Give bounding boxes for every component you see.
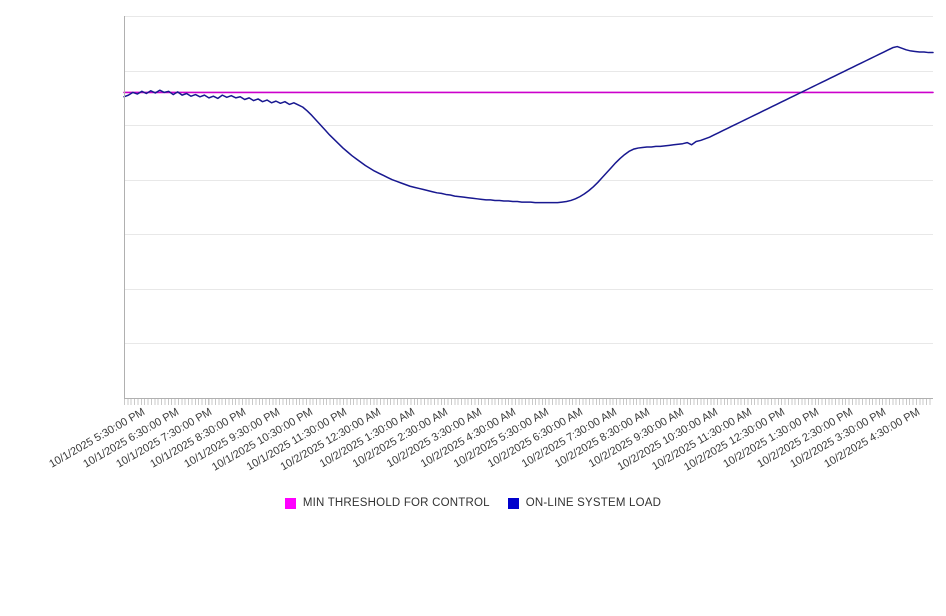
- x-tick-label: 10/1/2025 11:30:00 PM: [244, 406, 350, 474]
- x-tick-label: 10/1/2025 8:30:00 PM: [148, 406, 248, 471]
- chart-legend: MIN THRESHOLD FOR CONTROL ON-LINE SYSTEM …: [0, 497, 946, 509]
- legend-swatch-icon: [284, 497, 296, 509]
- gridline: [124, 71, 933, 72]
- x-tick-label: 10/2/2025 3:30:00 AM: [384, 406, 484, 471]
- gridline: [124, 16, 933, 17]
- line-chart: 10/1/2025 5:30:00 PM 10/1/2025 6:30:00 PM…: [0, 16, 946, 509]
- gridline: [124, 234, 933, 235]
- x-tick-label: 10/2/2025 4:30:00 AM: [418, 406, 518, 471]
- x-tick-label: 10/1/2025 7:30:00 PM: [114, 406, 215, 471]
- x-tick-label: 10/2/2025 11:30:00 AM: [649, 406, 754, 473]
- series-line: [123, 45, 934, 204]
- x-tick-label: 10/2/2025 9:30:00 AM: [586, 406, 687, 471]
- legend-swatch-icon: [507, 497, 519, 509]
- legend-label: ON-LINE SYSTEM LOAD: [525, 497, 662, 509]
- y-axis: [124, 16, 125, 398]
- gridline: [124, 180, 933, 181]
- x-tick-label: 10/2/2025 2:30:00 AM: [350, 406, 451, 471]
- x-tick-label: 10/2/2025 2:30:00 PM: [754, 406, 855, 471]
- x-tick-label: 10/2/2025 7:30:00 AM: [519, 406, 619, 471]
- x-axis-minor-ticks: [124, 399, 933, 405]
- x-tick-label: 10/2/2025 1:30:00 AM: [317, 406, 417, 471]
- x-tick-label: 10/2/2025 1:30:00 PM: [721, 406, 822, 471]
- legend-item[interactable]: ON-LINE SYSTEM LOAD: [507, 497, 662, 509]
- x-tick-label: 10/2/2025 10:30:00 AM: [615, 406, 720, 474]
- gridline: [124, 289, 933, 290]
- x-tick-label: 10/2/2025 3:30:00 PM: [788, 406, 889, 471]
- x-tick-label: 10/1/2025 6:30:00 PM: [80, 406, 181, 471]
- x-tick-label: 10/2/2025 12:30:00 AM: [278, 406, 383, 474]
- x-tick-label: 10/1/2025 5:30:00 PM: [47, 406, 147, 471]
- x-tick-label: 10/2/2025 6:30:00 AM: [485, 406, 586, 471]
- x-tick-label: 10/2/2025 4:30:00 PM: [822, 406, 923, 471]
- legend-item[interactable]: MIN THRESHOLD FOR CONTROL: [284, 497, 490, 509]
- gridline: [124, 125, 933, 126]
- x-tick-label: 10/1/2025 10:30:00 PM: [210, 406, 316, 474]
- x-tick-label: 10/2/2025 5:30:00 AM: [452, 406, 552, 471]
- gridline: [124, 343, 933, 344]
- plot-area: [123, 16, 934, 399]
- series-layer: [123, 45, 934, 204]
- x-axis: [124, 398, 933, 399]
- x-tick-label: 10/1/2025 9:30:00 PM: [181, 406, 282, 471]
- x-tick-label: 10/2/2025 12:30:00 PM: [682, 406, 788, 474]
- x-tick-label: 10/2/2025 8:30:00 AM: [553, 406, 653, 471]
- legend-label: MIN THRESHOLD FOR CONTROL: [302, 497, 490, 509]
